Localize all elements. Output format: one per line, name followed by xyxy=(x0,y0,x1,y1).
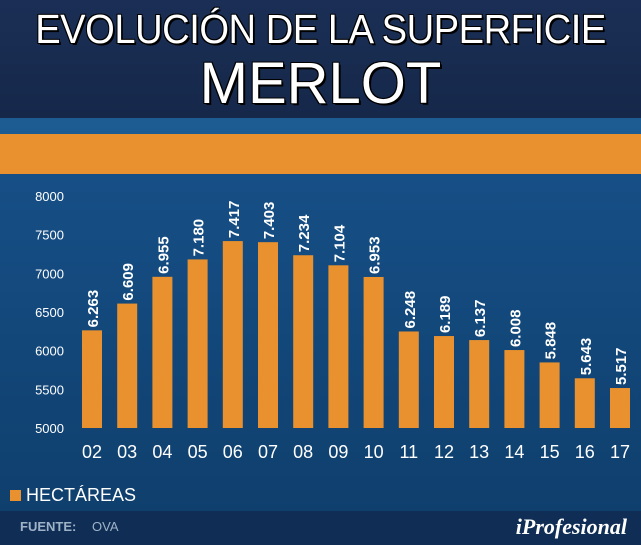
orange-band xyxy=(0,134,641,174)
x-tick-label: 03 xyxy=(117,442,137,462)
y-tick-label: 6500 xyxy=(35,305,64,320)
value-label: 6.137 xyxy=(472,300,489,338)
value-label: 6.189 xyxy=(437,296,454,334)
x-tick-label: 08 xyxy=(293,442,313,462)
bar xyxy=(363,276,384,428)
value-label: 6.263 xyxy=(85,290,102,328)
value-label: 7.104 xyxy=(331,224,348,262)
value-label: 6.609 xyxy=(120,263,137,301)
x-tick-label: 02 xyxy=(82,442,102,462)
bar xyxy=(293,255,314,428)
y-tick-label: 8000 xyxy=(35,189,64,204)
bar xyxy=(258,242,278,428)
value-label: 7.234 xyxy=(296,214,313,252)
bar xyxy=(574,378,595,428)
y-tick-label: 5500 xyxy=(35,382,64,397)
y-tick-label: 5000 xyxy=(35,421,64,436)
x-tick-label: 13 xyxy=(469,442,489,462)
bar xyxy=(152,276,173,428)
x-tick-label: 06 xyxy=(223,442,243,462)
value-label: 6.955 xyxy=(155,236,172,274)
value-label: 6.248 xyxy=(402,291,419,329)
y-tick-label: 7500 xyxy=(35,228,64,243)
source-label: FUENTE: xyxy=(20,519,77,534)
brand-logo: iProfesional xyxy=(515,514,627,539)
y-tick-label: 6000 xyxy=(35,344,64,359)
bar xyxy=(469,340,490,428)
bar xyxy=(610,388,630,428)
value-label: 7.403 xyxy=(261,202,278,240)
header: EVOLUCIÓN DE LA SUPERFICIE MERLOT xyxy=(0,0,641,118)
value-label: 6.008 xyxy=(507,310,524,348)
bar xyxy=(434,336,454,428)
footer: FUENTE: OVA iProfesional xyxy=(0,511,641,545)
x-tick-label: 12 xyxy=(434,442,454,462)
bar xyxy=(398,331,419,428)
bar xyxy=(187,259,208,428)
title-line1: EVOLUCIÓN DE LA SUPERFICIE xyxy=(35,6,606,52)
bar-chart: 5000 5500 6000 6500 7000 7500 8000 6.263 02 6.609… xyxy=(35,189,630,462)
x-tick-label: 07 xyxy=(258,442,278,462)
header-stripe xyxy=(0,118,641,134)
value-label: 5.643 xyxy=(578,338,595,376)
y-tick-label: 7000 xyxy=(35,266,64,281)
bar xyxy=(539,362,560,428)
x-tick-label: 17 xyxy=(610,442,630,462)
legend: HECTÁREAS xyxy=(10,484,136,506)
x-tick-label: 14 xyxy=(504,442,524,462)
value-label: 5.517 xyxy=(613,347,630,385)
bar xyxy=(504,350,525,428)
source-value: OVA xyxy=(92,519,119,534)
title-line2: MERLOT xyxy=(199,51,442,116)
legend-swatch xyxy=(10,489,21,501)
legend-label: HECTÁREAS xyxy=(26,484,137,505)
x-tick-label: 04 xyxy=(152,442,172,462)
x-tick-label: 15 xyxy=(540,442,560,462)
x-tick-label: 10 xyxy=(364,442,384,462)
bar xyxy=(82,330,102,428)
value-label: 7.180 xyxy=(191,219,208,257)
x-tick-label: 16 xyxy=(575,442,595,462)
value-label: 6.953 xyxy=(367,236,384,274)
x-tick-label: 05 xyxy=(188,442,208,462)
x-tick-label: 11 xyxy=(399,442,418,462)
bar xyxy=(117,303,138,428)
value-label: 7.417 xyxy=(226,201,243,239)
bar xyxy=(222,241,243,428)
chart-area: 5000 5500 6000 6500 7000 7500 8000 6.263 02 6.609… xyxy=(0,174,641,511)
x-tick-label: 09 xyxy=(328,442,348,462)
bar xyxy=(328,265,349,428)
value-label: 5.848 xyxy=(543,322,560,360)
